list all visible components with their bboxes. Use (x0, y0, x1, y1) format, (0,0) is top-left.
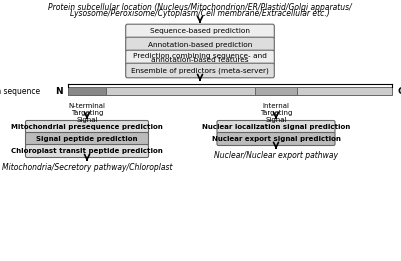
Text: Prediction combining sequence- and: Prediction combining sequence- and (133, 53, 267, 59)
Text: N: N (55, 86, 63, 96)
Bar (68, 87, 392, 95)
FancyBboxPatch shape (126, 50, 274, 65)
Text: Ensemble of predictors (meta-server): Ensemble of predictors (meta-server) (131, 67, 269, 74)
FancyBboxPatch shape (217, 133, 335, 145)
Bar (68, 87, 106, 95)
Text: Nuclear/Nuclear export pathway: Nuclear/Nuclear export pathway (214, 151, 338, 161)
FancyBboxPatch shape (126, 37, 274, 52)
Text: Signal peptide prediction: Signal peptide prediction (36, 136, 138, 142)
Text: Lysosome/Peroxisome/Cytoplasm/Cell membrane/Extracellular etc.): Lysosome/Peroxisome/Cytoplasm/Cell membr… (70, 9, 330, 18)
Text: C: C (397, 86, 401, 96)
FancyBboxPatch shape (126, 24, 274, 39)
FancyBboxPatch shape (217, 121, 335, 133)
Text: Sequence-based prediction: Sequence-based prediction (150, 28, 250, 34)
FancyBboxPatch shape (126, 63, 274, 78)
Text: Protein subcellular location (Nucleus/Mitochondrion/ER/Plastid/Golgi apparatus/: Protein subcellular location (Nucleus/Mi… (48, 3, 352, 11)
Text: Annotation-based prediction: Annotation-based prediction (148, 41, 252, 48)
Text: Internal
Targeting
Signal: Internal Targeting Signal (260, 103, 292, 123)
Text: annotation-based features: annotation-based features (151, 57, 249, 63)
Bar (255, 87, 297, 95)
Text: Chloroplast transit peptide prediction: Chloroplast transit peptide prediction (11, 148, 163, 154)
FancyBboxPatch shape (26, 133, 148, 145)
Text: Mitochondrial presequence prediction: Mitochondrial presequence prediction (11, 124, 163, 130)
Text: N-terminal
Targeting
Signal: N-terminal Targeting Signal (69, 103, 105, 123)
Text: Protein sequence: Protein sequence (0, 86, 40, 96)
Text: Nuclear export signal prediction: Nuclear export signal prediction (212, 136, 340, 142)
FancyBboxPatch shape (26, 121, 148, 133)
Text: Nuclear localization signal prediction: Nuclear localization signal prediction (202, 124, 350, 130)
Text: Mitochondria/Secretory pathway/Chloroplast: Mitochondria/Secretory pathway/Chloropla… (2, 163, 172, 173)
FancyBboxPatch shape (26, 145, 148, 157)
